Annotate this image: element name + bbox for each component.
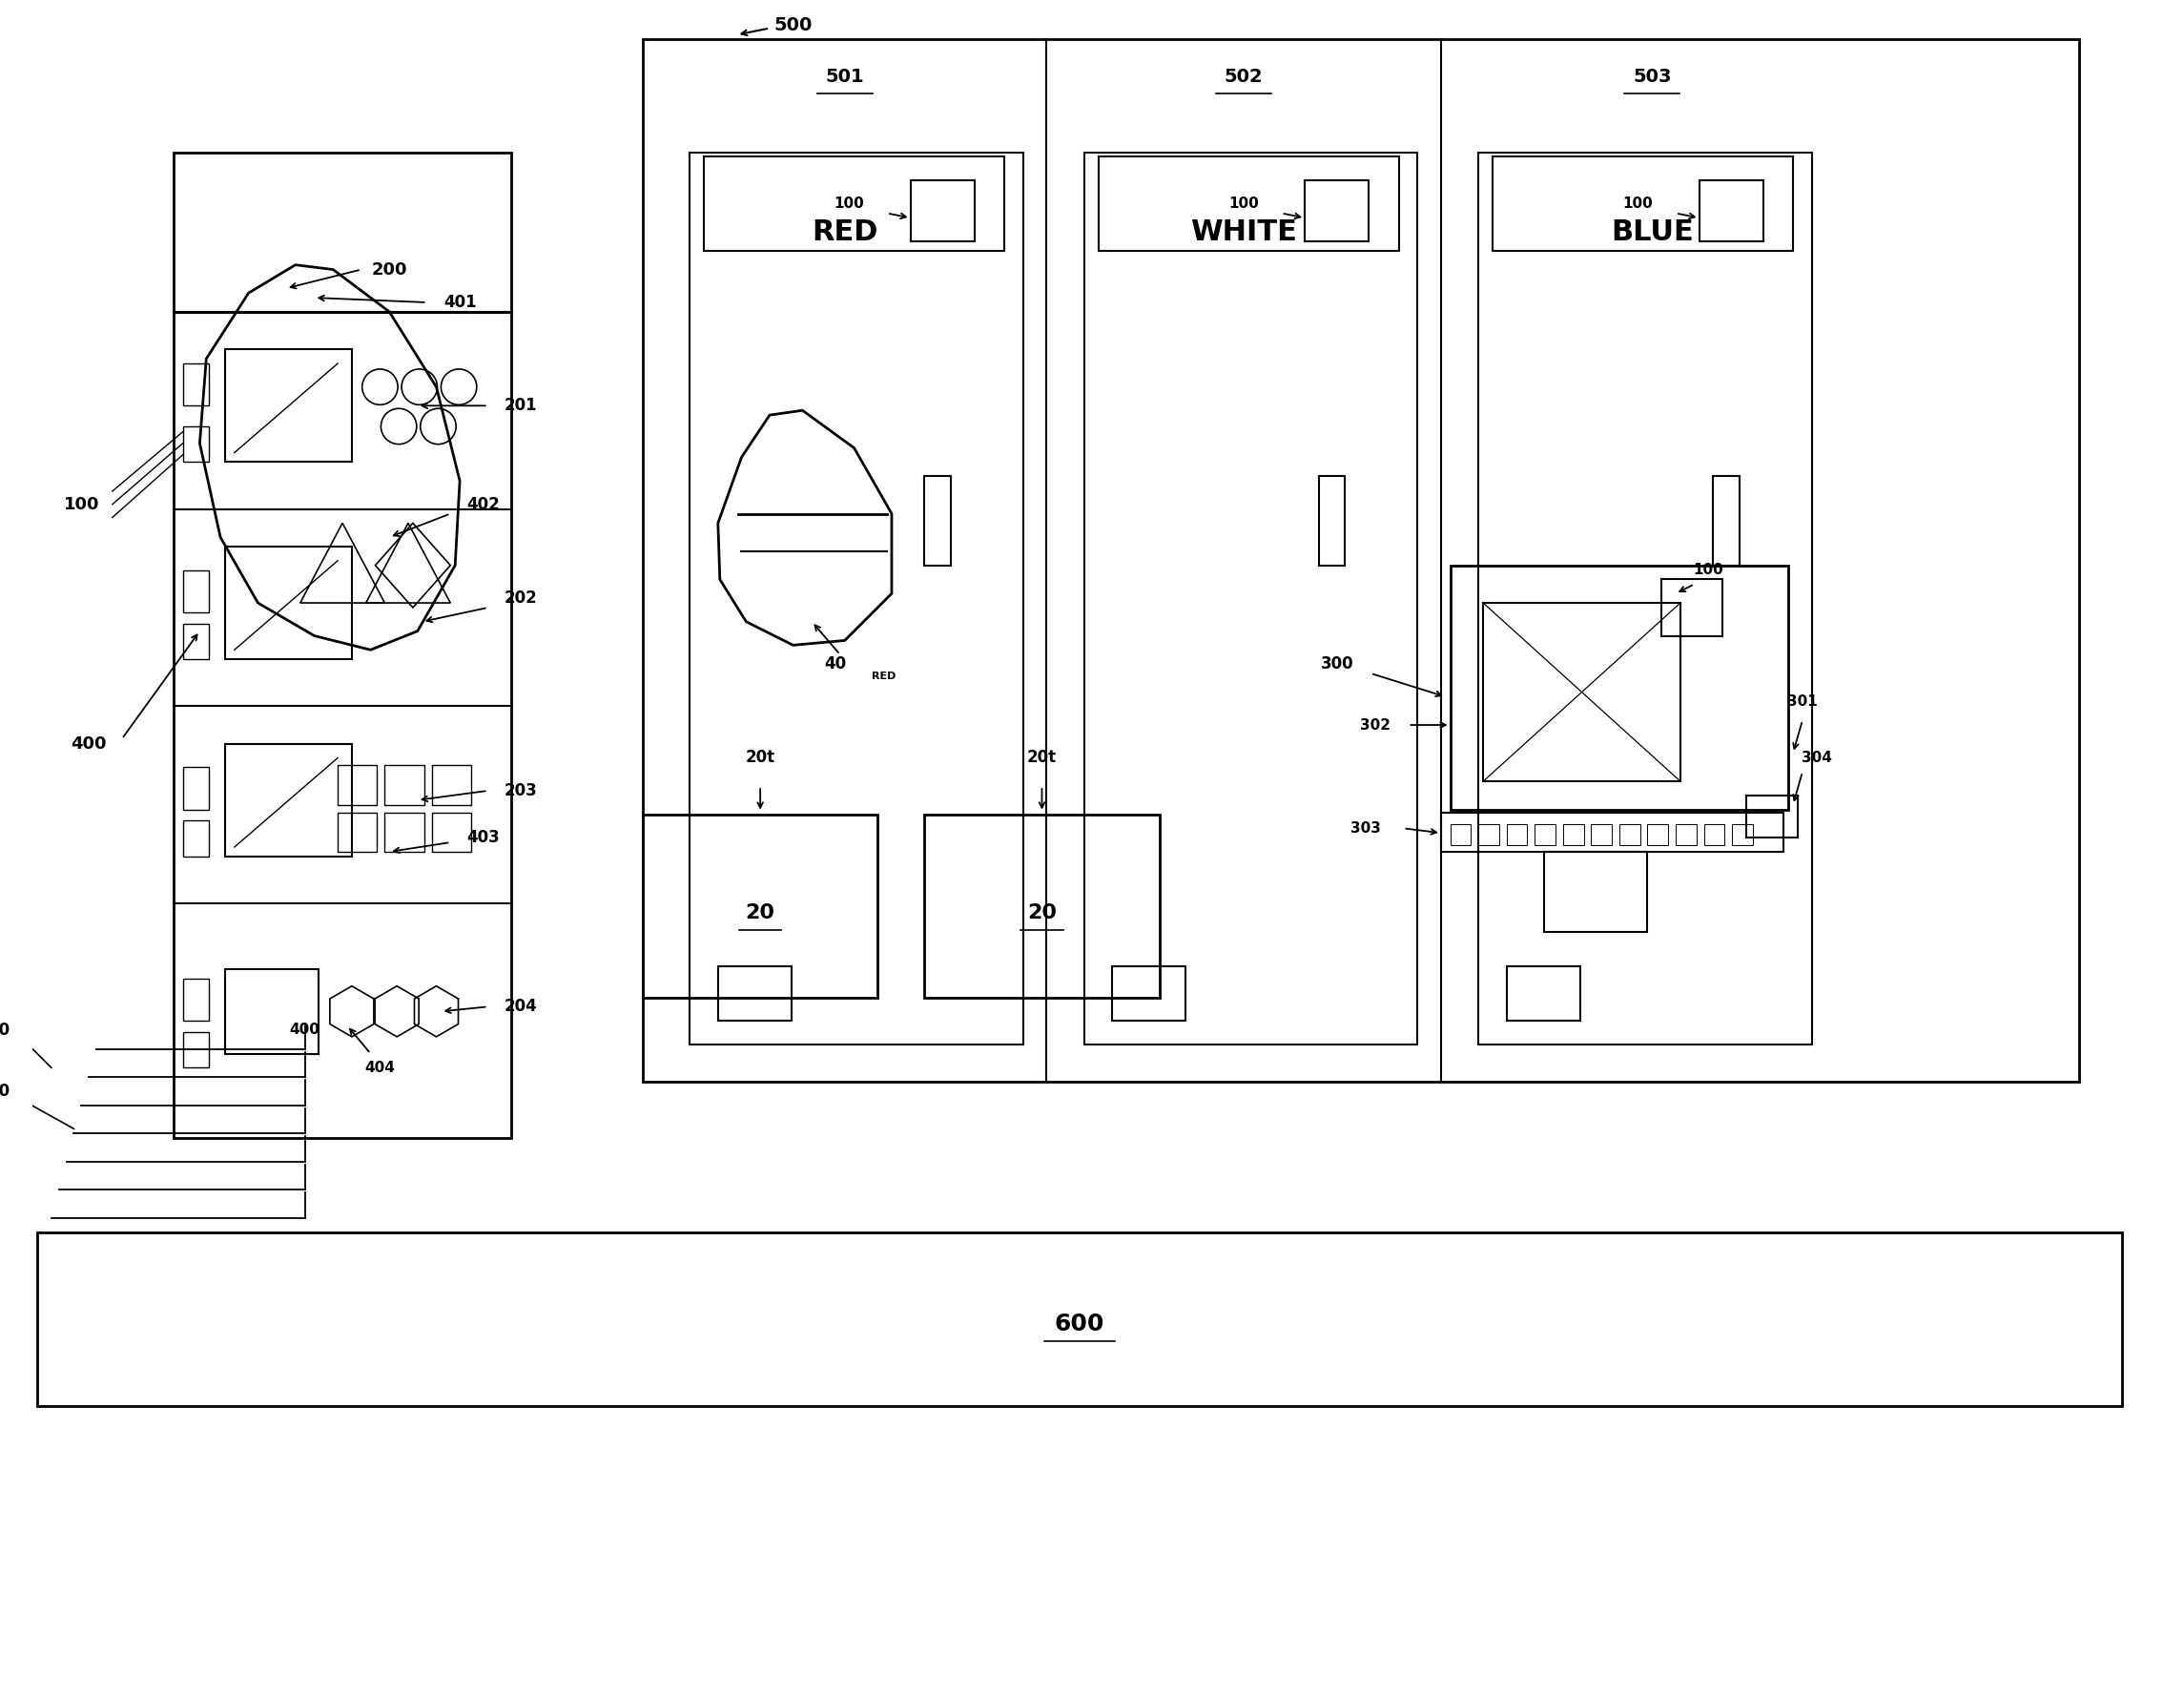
Text: 100: 100: [1623, 197, 1653, 210]
Bar: [225, 349, 352, 461]
Text: 20t: 20t: [745, 750, 775, 767]
Bar: [183, 624, 210, 660]
Bar: [719, 967, 791, 1021]
Bar: [1647, 824, 1669, 845]
Bar: [1564, 824, 1583, 845]
Bar: [924, 477, 950, 565]
Bar: [1304, 180, 1369, 241]
Bar: [1544, 851, 1647, 931]
Bar: [1662, 580, 1723, 636]
Bar: [432, 812, 472, 851]
Text: 100: 100: [1230, 197, 1258, 210]
Bar: [1699, 180, 1762, 241]
Text: 100: 100: [834, 197, 865, 210]
Text: 201: 201: [505, 397, 537, 414]
Bar: [183, 570, 210, 612]
Text: 30: 30: [0, 1021, 11, 1038]
Text: 404: 404: [365, 1060, 395, 1075]
Text: 303: 303: [1350, 821, 1380, 836]
Text: 503: 503: [1634, 68, 1671, 86]
Bar: [703, 156, 1005, 251]
Text: 202: 202: [505, 590, 537, 607]
Text: 400: 400: [72, 734, 107, 753]
Bar: [1479, 824, 1498, 845]
Bar: [1535, 824, 1555, 845]
Bar: [911, 180, 974, 241]
Bar: [1704, 824, 1725, 845]
Bar: [1483, 602, 1679, 782]
Bar: [173, 312, 511, 1138]
Text: 100: 100: [63, 495, 98, 512]
Bar: [1507, 824, 1527, 845]
Bar: [183, 1033, 210, 1068]
Bar: [384, 765, 424, 806]
Text: 600: 600: [1055, 1313, 1105, 1335]
Text: 100: 100: [1693, 563, 1723, 577]
Bar: [924, 814, 1160, 997]
Text: 204: 204: [505, 999, 537, 1016]
Bar: [1450, 824, 1472, 845]
Bar: [173, 153, 511, 312]
Bar: [225, 745, 352, 856]
Bar: [1099, 156, 1398, 251]
Text: BLUE: BLUE: [1612, 219, 1693, 246]
Bar: [1507, 967, 1579, 1021]
Text: 401: 401: [443, 293, 476, 310]
Bar: [1745, 795, 1797, 838]
Bar: [183, 426, 210, 461]
Bar: [1592, 824, 1612, 845]
Bar: [1112, 967, 1186, 1021]
Bar: [1712, 477, 1738, 565]
Bar: [1675, 824, 1697, 845]
Text: 402: 402: [467, 495, 500, 512]
Bar: [384, 812, 424, 851]
Text: 502: 502: [1225, 68, 1262, 86]
Text: RED: RED: [871, 672, 895, 680]
Bar: [183, 979, 210, 1021]
Bar: [339, 765, 378, 806]
Text: 40: 40: [823, 655, 847, 673]
Bar: [1618, 824, 1640, 845]
Bar: [1441, 812, 1784, 851]
Bar: [225, 968, 319, 1053]
Text: 304: 304: [1802, 751, 1832, 765]
Text: 20: 20: [745, 904, 775, 923]
Text: 203: 203: [505, 782, 537, 799]
Bar: [1319, 477, 1345, 565]
Bar: [1479, 153, 1813, 1045]
Bar: [642, 39, 2079, 1082]
Text: 30: 30: [0, 1082, 11, 1099]
Text: 20t: 20t: [1026, 750, 1057, 767]
Bar: [690, 153, 1022, 1045]
Bar: [1732, 824, 1752, 845]
Bar: [1450, 565, 1789, 809]
Bar: [183, 767, 210, 809]
Bar: [183, 363, 210, 405]
Bar: [642, 814, 878, 997]
Text: 400: 400: [290, 1023, 321, 1038]
Text: 302: 302: [1361, 717, 1391, 733]
Bar: [183, 821, 210, 856]
Bar: [37, 1231, 2121, 1406]
Text: 200: 200: [371, 261, 406, 278]
Bar: [1492, 156, 1793, 251]
Bar: [432, 765, 472, 806]
Text: 500: 500: [773, 17, 812, 34]
Text: 501: 501: [826, 68, 865, 86]
Text: 20: 20: [1026, 904, 1057, 923]
Text: 403: 403: [467, 829, 500, 846]
Bar: [225, 546, 352, 660]
Bar: [339, 812, 378, 851]
Text: 301: 301: [1787, 694, 1817, 709]
Text: WHITE: WHITE: [1190, 219, 1297, 246]
Text: 300: 300: [1321, 655, 1354, 673]
Text: RED: RED: [812, 219, 878, 246]
Bar: [1083, 153, 1417, 1045]
